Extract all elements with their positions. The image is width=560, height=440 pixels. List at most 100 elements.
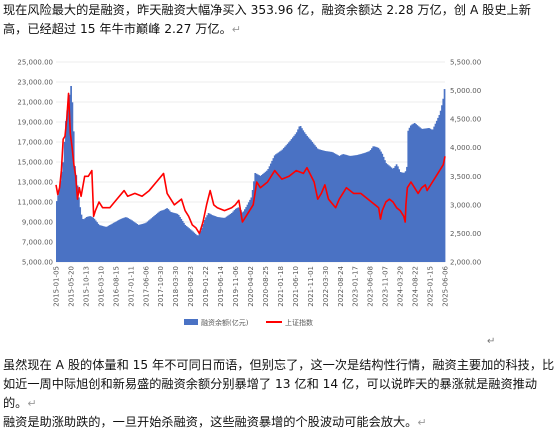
margin-balance-bar [394,166,397,262]
margin-balance-bar [72,131,75,262]
x-tick-label: 2021-11-01 [307,266,315,307]
margin-balance-bar [310,140,312,262]
margin-balance-bar [291,137,294,262]
margin-balance-bar [234,208,237,262]
margin-balance-bar [441,105,443,262]
margin-balance-bar [407,130,410,262]
margin-balance-bar [333,153,336,262]
margin-balance-bar [406,166,408,262]
margin-balance-bar [242,211,245,262]
x-tick-label: 2015-05-20 [67,266,75,307]
margin-balance-bar [289,140,292,262]
margin-balance-bar [100,225,102,262]
x-tick-label: 2020-08-25 [262,266,270,307]
margin-balance-bar [56,201,58,262]
margin-balance-bar [166,208,168,262]
margin-balance-bar [377,147,380,262]
legend-swatch-margin-balance [184,319,198,325]
margin-balance-bar [330,151,333,262]
y-right-tick-label: 5,000.00 [450,87,481,95]
margin-balance-bar [198,233,201,262]
margin-balance-bar [87,216,89,262]
margin-balance-bar [293,135,295,262]
margin-balance-bar [437,117,439,262]
margin-balance-bar [332,152,334,262]
margin-balance-bar [391,168,394,262]
margin-balance-bar [413,123,416,262]
margin-balance-bar [101,225,104,262]
paragraph-mark-icon: ↵ [417,416,427,429]
margin-balance-bar [286,143,289,262]
paragraph-text: 融资是助涨助跌的，一旦开始杀融资，这些融资暴增的个股波动可能会放大。 [3,415,418,429]
margin-balance-bar [339,155,342,262]
x-tick-label: 2015-10-13 [82,266,90,307]
x-tick-label: 2017-01-11 [127,266,135,307]
y-left-tick-label: 13,000.00 [17,179,53,187]
margin-balance-bar [183,222,185,262]
margin-balance-bar [264,171,267,262]
margin-balance-bar [180,218,183,262]
margin-balance-bar [85,217,88,262]
margin-balance-bar [253,181,255,262]
margin-balance-bar [438,115,441,262]
margin-balance-bar [58,189,61,262]
margin-balance-bar [124,217,127,262]
margin-balance-bar [76,185,79,262]
margin-balance-bar [433,126,436,262]
margin-balance-bar [351,155,354,262]
margin-balance-bar [328,151,330,262]
margin-balance-bar [251,189,254,262]
margin-balance-bar [435,120,438,262]
margin-balance-bar [336,154,338,262]
margin-balance-bar [408,127,411,262]
x-tick-label: 2019-06-14 [217,265,225,306]
margin-balance-bar [98,225,101,262]
margin-balance-bar [153,216,155,262]
margin-balance-bar [371,148,373,262]
margin-balance-bar [303,132,306,262]
margin-balance-bar [162,210,165,262]
margin-balance-bar [158,211,161,262]
x-tick-label: 2016-08-15 [112,266,120,307]
margin-balance-bar [141,223,144,262]
margin-balance-bar [97,223,100,262]
margin-balance-bar [161,210,163,262]
margin-balance-bar [399,172,402,262]
margin-balance-bar [249,199,251,262]
margin-balance-bar [439,110,442,262]
margin-balance-bar [145,222,148,262]
margin-balance-bar [205,217,207,262]
margin-balance-bar [378,149,381,262]
margin-balance-bar [263,172,266,262]
x-tick-label: 2022-08-24 [337,265,345,306]
margin-balance-bar [240,210,242,262]
margin-balance-bar [356,154,359,262]
margin-balance-bar [227,215,229,262]
margin-balance-bar [285,145,288,262]
margin-balance-bar [120,218,123,262]
paragraph-margin-risk: 融资是助涨助跌的，一旦开始杀融资，这些融资暴增的个股波动可能会放大。↵ [3,413,555,432]
margin-balance-bar [369,149,372,262]
paragraph-mark-icon: ↵ [231,23,241,36]
margin-balance-bar [268,166,271,262]
margin-balance-bar [159,210,162,262]
margin-balance-bar [420,128,423,262]
x-tick-label: 2018-03-30 [172,266,180,307]
margin-balance-bar [79,207,82,262]
margin-balance-bar [288,142,290,262]
margin-balance-bar [197,235,200,262]
y-right-tick-label: 3,500.00 [450,173,481,181]
margin-balance-bar [355,155,358,262]
margin-balance-bar [301,128,303,262]
y-left-tick-label: 15,000.00 [17,159,53,167]
margin-balance-bar [329,151,332,262]
x-tick-label: 2021-01-18 [277,266,285,307]
y-left-tick-label: 7,000.00 [22,239,53,247]
margin-balance-bar [71,102,74,262]
margin-balance-bar [346,155,349,262]
margin-balance-bar [308,138,311,262]
margin-balance-bar [244,209,246,262]
margin-balance-bar [279,151,281,262]
margin-balance-bar [148,220,150,262]
margin-balance-bar [105,226,107,262]
